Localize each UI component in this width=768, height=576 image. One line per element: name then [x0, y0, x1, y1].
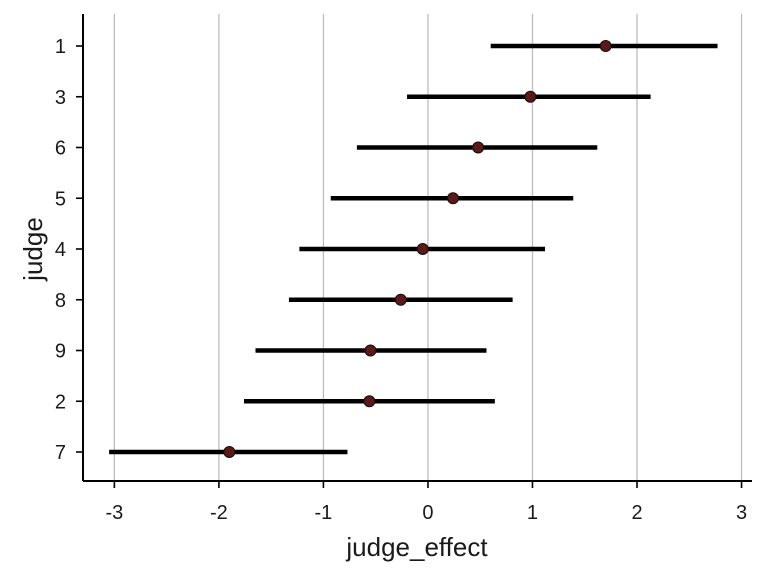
x-tick-label: 0	[422, 502, 433, 524]
point-judge-4	[416, 243, 429, 255]
y-axis-title: judge	[18, 217, 48, 282]
x-tick-label: -2	[210, 502, 228, 524]
y-tick-label: 1	[55, 36, 66, 58]
point-judge-1	[599, 40, 612, 52]
y-tick-label: 3	[55, 87, 66, 109]
point-judge-3	[524, 90, 537, 103]
y-tick-label: 7	[55, 442, 66, 464]
point-judge-2	[363, 395, 376, 408]
x-tick-label: -3	[105, 502, 123, 524]
y-tick-label: 9	[55, 341, 66, 363]
x-tick-label: 3	[736, 502, 747, 524]
interval-lines	[109, 43, 718, 455]
point-judge-7	[223, 446, 236, 458]
tick-labels: -3 -2 -1 0 1 2 3 1 3 6 5 4 8 9 2 7	[55, 36, 747, 524]
y-tick-label: 2	[55, 391, 66, 413]
x-axis-title: judge_effect	[345, 532, 488, 562]
axes	[76, 14, 752, 488]
x-tick-label: -1	[315, 502, 333, 524]
point-judge-6	[472, 141, 485, 154]
y-tick-label: 5	[55, 188, 66, 210]
x-tick-label: 2	[631, 502, 642, 524]
point-judge-8	[394, 293, 407, 306]
y-tick-label: 8	[55, 290, 66, 312]
estimate-points	[223, 40, 612, 458]
point-judge-9	[364, 344, 377, 357]
point-judge-5	[447, 192, 460, 205]
y-tick-label: 4	[55, 239, 66, 261]
x-tick-label: 1	[527, 502, 538, 524]
y-tick-label: 6	[55, 138, 66, 160]
